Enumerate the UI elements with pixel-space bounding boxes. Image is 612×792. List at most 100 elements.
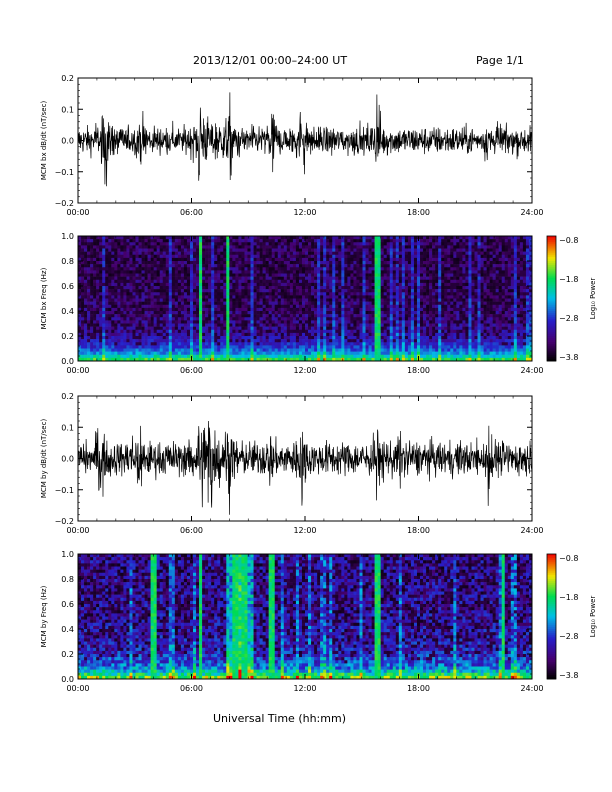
spectrogram-cell [153, 270, 157, 274]
spectrogram-cell [256, 273, 260, 277]
spectrogram-cell [114, 320, 118, 324]
spectrogram-cell [129, 307, 133, 312]
spectrogram-cell [208, 257, 212, 262]
spectrogram-cell [259, 242, 263, 246]
spectrogram-cell [144, 323, 148, 327]
spectrogram-cell [371, 314, 375, 318]
spectrogram-cell [81, 311, 85, 315]
spectrogram-cell [438, 329, 442, 334]
spectrogram-cell [271, 332, 276, 337]
spectrogram-cell [301, 295, 306, 299]
spectrogram-cell [341, 270, 345, 274]
spectrogram-cell [416, 307, 421, 312]
spectrogram-cell [314, 248, 318, 252]
spectrogram-cell [117, 251, 121, 256]
spectrogram-cell [389, 320, 394, 324]
spectrogram-cell [413, 311, 418, 315]
spectrogram-cell [335, 298, 339, 302]
spectrogram-cell [238, 317, 242, 321]
spectrogram-cell [129, 311, 133, 315]
spectrogram-cell [129, 282, 133, 287]
spectrogram-cell [444, 242, 448, 246]
spectrogram-cell [117, 245, 121, 249]
spectrogram-cell [392, 339, 397, 343]
spectrogram-cell [235, 332, 239, 337]
spectrogram-cell [323, 282, 327, 287]
spectrogram-cell [308, 320, 312, 324]
spectrogram-cell [111, 339, 115, 343]
spectrogram-cell [362, 261, 366, 265]
spectrogram-cell [229, 251, 233, 256]
spectrogram-cell [401, 339, 406, 343]
spectrogram-cell [410, 270, 415, 274]
spectrogram-cell [262, 332, 266, 337]
spectrogram-cell [153, 242, 157, 246]
spectrogram-cell [162, 354, 167, 359]
spectrogram-cell [171, 351, 176, 356]
spectrogram-cell [413, 242, 418, 246]
spectrogram-cell [135, 292, 139, 296]
spectrogram-cell [332, 282, 336, 287]
spectrogram-cell [338, 273, 342, 277]
spectrogram-cell [423, 239, 427, 243]
spectrogram-cell [147, 326, 151, 331]
spectrogram-cell [259, 317, 263, 321]
spectrogram-cell [332, 267, 336, 271]
spectrogram-cell [168, 267, 173, 271]
spectrogram-cell [247, 264, 251, 268]
spectrogram-cell [262, 345, 266, 349]
spectrogram-cell [129, 329, 133, 334]
spectrogram-cell [153, 304, 157, 309]
spectrogram-cell [205, 279, 209, 284]
spectrogram-cell [241, 292, 245, 296]
spectrogram-cell [108, 292, 112, 296]
spectrogram-cell [168, 357, 173, 362]
spectrogram-cell [96, 298, 100, 302]
spectrogram-cell [138, 254, 142, 259]
spectrogram-cell [277, 342, 282, 346]
spectrogram-cell [314, 254, 318, 259]
spectrogram-cell [135, 267, 139, 271]
spectrogram-cell [84, 301, 88, 306]
spectrogram-cell [208, 282, 212, 287]
spectrogram-cell [159, 301, 164, 306]
spectrogram-cell [344, 245, 348, 249]
spectrogram-cell [353, 304, 357, 309]
spectrogram-cell [214, 329, 218, 334]
spectrogram-cell [308, 248, 312, 252]
spectrogram-cell [305, 239, 309, 243]
spectrogram-cell [211, 354, 215, 359]
spectrogram-cell [432, 239, 436, 243]
spectrogram-cell [93, 270, 97, 274]
spectrogram-cell [407, 267, 412, 271]
spectrogram-cell [338, 264, 342, 268]
spectrogram-cell [217, 332, 221, 337]
spectrogram-cell [362, 242, 366, 246]
spectrogram-cell [271, 329, 276, 334]
spectrogram-cell [147, 239, 151, 243]
spectrogram-cell [189, 320, 194, 324]
spectrogram-cell [250, 357, 254, 362]
spectrogram-cell [199, 348, 203, 352]
spectrogram-cell [350, 342, 354, 346]
spectrogram-cell [444, 254, 448, 259]
spectrogram-cell [211, 314, 215, 318]
spectrogram-cell [147, 273, 151, 277]
spectrogram-cell [138, 339, 142, 343]
spectrogram-cell [186, 301, 191, 306]
spectrogram-cell [199, 248, 203, 252]
spectrogram-cell [323, 311, 327, 315]
spectrogram-cell [162, 307, 167, 312]
spectrogram-cell [90, 267, 94, 271]
spectrogram-cell [432, 276, 436, 281]
spectrogram-cell [229, 336, 233, 340]
spectrogram-cell [144, 320, 148, 324]
spectrogram-cell [235, 295, 239, 299]
spectrogram-cell [386, 336, 391, 340]
spectrogram-cell [211, 307, 215, 312]
spectrogram-cell [205, 311, 209, 315]
spectrogram-cell [138, 267, 142, 271]
spectrogram-cell [289, 254, 294, 259]
spectrogram-cell [350, 301, 354, 306]
spectrogram-cell [314, 345, 318, 349]
